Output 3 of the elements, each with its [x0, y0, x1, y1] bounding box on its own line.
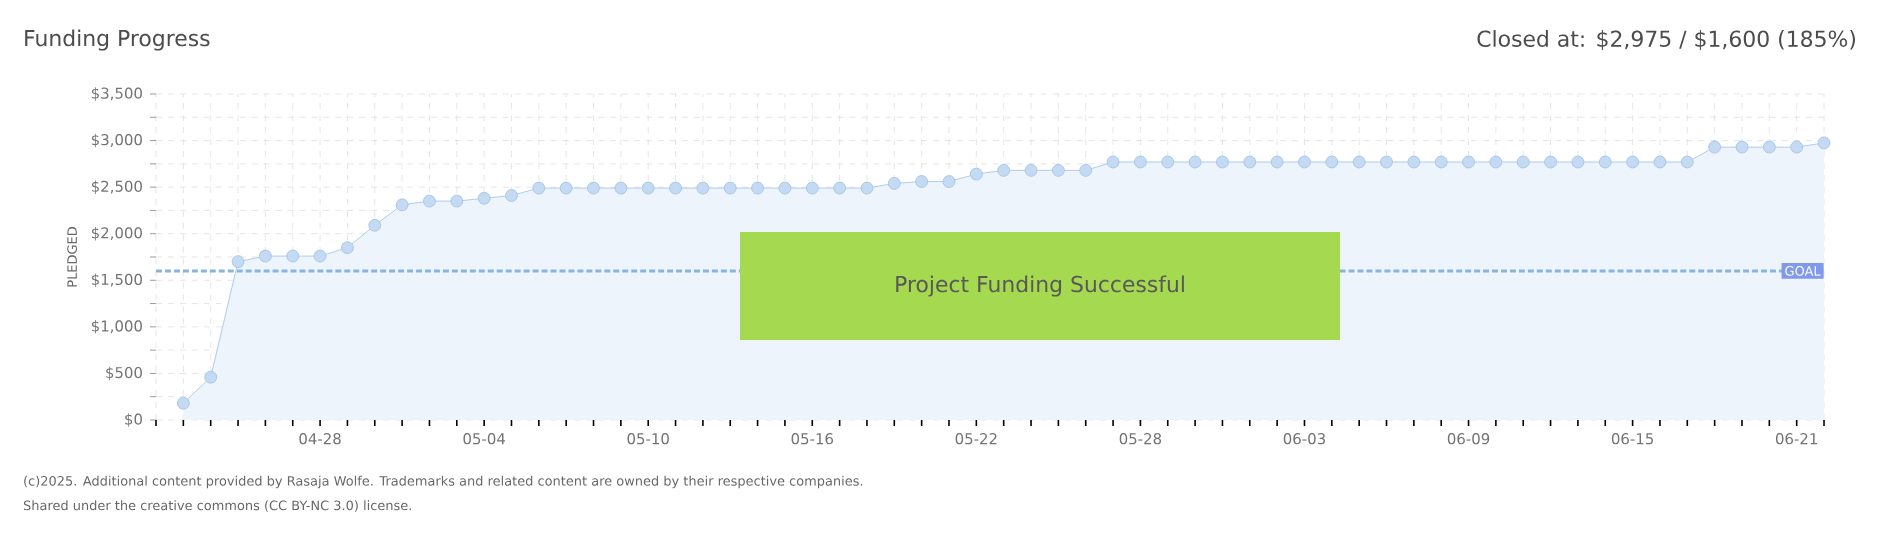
annotation: Project Funding Successful — [896, 275, 1184, 297]
chart-title: Funding Progress — [25, 29, 210, 51]
text: Closed at: $2,975 / $1,600 (185%) — [1477, 30, 1856, 50]
